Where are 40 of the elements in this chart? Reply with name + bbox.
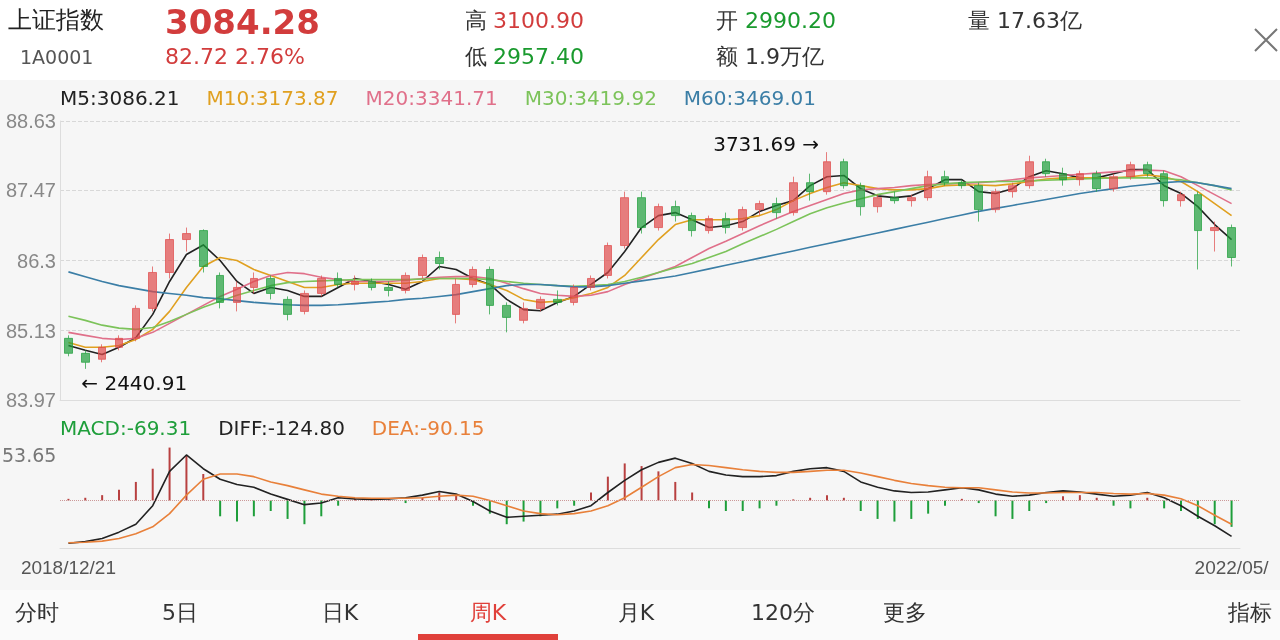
text: 1.9万亿 — [745, 44, 824, 71]
text: 低 — [465, 44, 487, 71]
y-tick-label: 86.3 — [17, 249, 56, 272]
y-tick-label: 85.13 — [5, 319, 56, 342]
text: 3084.28 — [165, 2, 320, 43]
text: 月K — [617, 600, 655, 627]
y-tick-label: 88.63 — [5, 110, 56, 132]
text: 量 — [968, 8, 990, 35]
annotation: 3731.69 → — [713, 132, 819, 157]
text: 分时 — [15, 600, 59, 627]
text: M20:3341.71 — [365, 86, 498, 110]
series-label: DIFF:-124.80 — [218, 416, 345, 440]
text: M30:3419.92 — [524, 86, 657, 110]
text: 日K — [321, 600, 359, 627]
text: DEA:-90.15 — [371, 416, 485, 440]
text: M5:3086.21 — [60, 86, 180, 110]
text: M60:3469.01 — [683, 86, 817, 110]
text: 17.63亿 — [997, 8, 1082, 35]
text: 2957.40 — [493, 44, 584, 71]
text: 120分 — [751, 600, 815, 627]
text: 5日 — [162, 600, 198, 627]
text: 更多 — [883, 600, 927, 627]
x-tick-label: 2022/05/ — [1194, 557, 1270, 578]
text: 2990.20 — [745, 8, 836, 35]
text: 周K — [469, 600, 507, 627]
y-tick-label: 87.47 — [5, 179, 56, 202]
text: 指标 — [1228, 600, 1272, 627]
x-tick-label: 2018/12/21 — [20, 557, 116, 578]
y-tick-label: 83.97 — [5, 389, 56, 411]
annotation: ← 2440.91 — [81, 370, 188, 395]
text: 高 — [465, 8, 487, 35]
text: 额 — [716, 44, 738, 71]
text: 3100.90 — [493, 8, 584, 35]
chart-title: 上证指数 — [8, 6, 104, 35]
chart-subtitle: 1A0001 — [20, 46, 94, 69]
text: 53.65 — [2, 444, 57, 467]
text: M10:3173.87 — [206, 86, 339, 110]
text: 82.72 2.76% — [165, 44, 305, 71]
text: 开 — [716, 8, 738, 35]
series-label: MACD:-69.31 — [60, 416, 192, 440]
